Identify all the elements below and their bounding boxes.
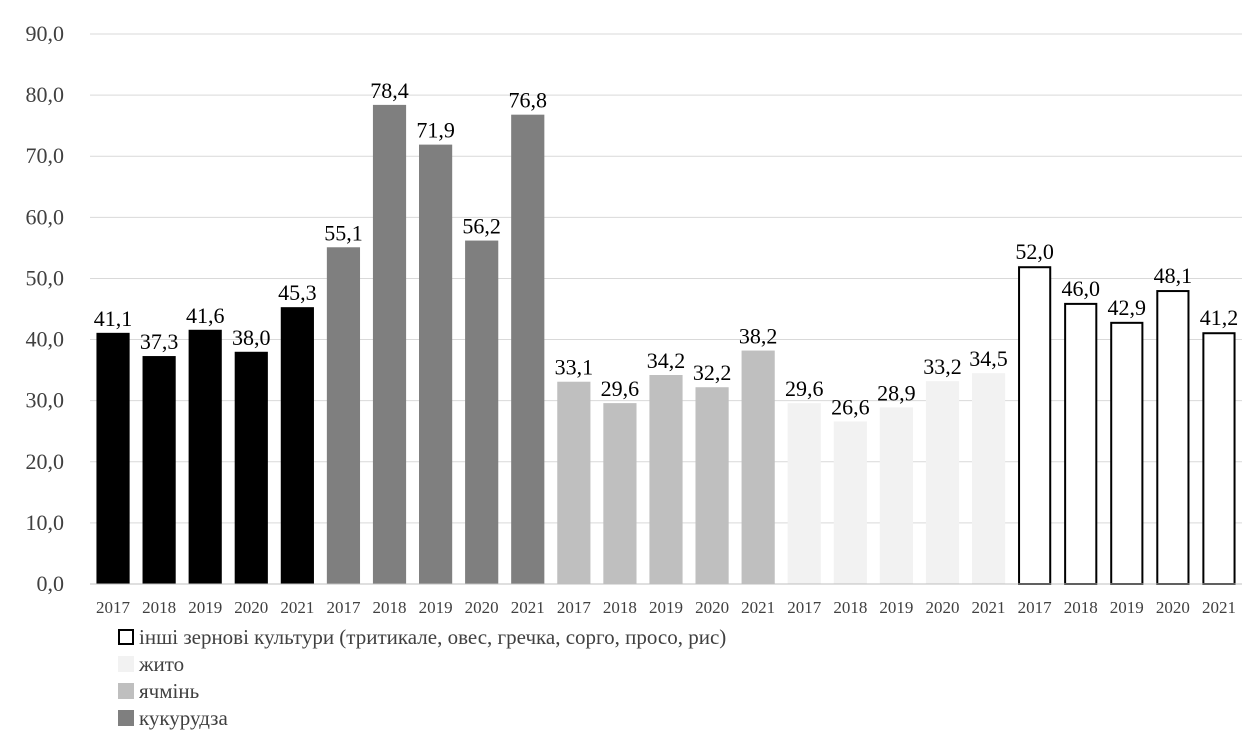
- data-label: 33,2: [923, 354, 962, 379]
- data-label: 76,8: [509, 88, 548, 113]
- bar: [741, 350, 775, 584]
- x-tick-label: 2019: [879, 598, 913, 617]
- bar: [1110, 321, 1144, 585]
- data-label: 78,4: [370, 78, 409, 103]
- bar: [511, 114, 545, 585]
- x-tick-label: 2020: [234, 598, 268, 617]
- data-label: 33,1: [555, 355, 594, 380]
- x-tick-label: 2018: [373, 598, 407, 617]
- bar: [234, 351, 268, 584]
- data-label: 26,6: [831, 394, 870, 419]
- bar: [557, 381, 591, 584]
- legend-swatch: [118, 656, 134, 672]
- x-tick-label: 2019: [419, 598, 453, 617]
- x-tick-label: 2020: [695, 598, 729, 617]
- x-tick-label: 2021: [972, 598, 1006, 617]
- legend: інші зернові культури (тритикале, овес, …: [118, 625, 726, 730]
- data-label: 71,9: [416, 118, 455, 143]
- y-tick-label: 40,0: [26, 327, 65, 352]
- data-label: 48,1: [1154, 263, 1193, 288]
- legend-label: ячмінь: [139, 679, 199, 703]
- bar: [971, 373, 1006, 584]
- legend-label: кукурудза: [139, 706, 228, 730]
- x-tick-label: 2017: [787, 598, 822, 617]
- data-label: 37,3: [140, 329, 179, 354]
- bar-layer: [96, 104, 1236, 585]
- x-tick-label: 2019: [649, 598, 683, 617]
- x-tick-label: 2018: [1064, 598, 1098, 617]
- data-label: 46,0: [1061, 276, 1100, 301]
- data-label: 38,2: [739, 324, 778, 349]
- data-label: 41,2: [1200, 305, 1239, 330]
- x-tick-label: 2021: [511, 598, 545, 617]
- bar: [649, 375, 683, 584]
- data-label: 29,6: [785, 376, 824, 401]
- y-tick-label: 50,0: [26, 265, 65, 290]
- x-tick-label: 2019: [188, 598, 222, 617]
- legend-label: інші зернові культури (тритикале, овес, …: [139, 625, 726, 649]
- bar: [1018, 266, 1052, 585]
- legend-swatch: [118, 710, 134, 726]
- x-tick-label: 2021: [1202, 598, 1236, 617]
- bar: [142, 356, 176, 584]
- data-label: 56,2: [462, 214, 501, 239]
- bar: [1064, 302, 1098, 585]
- y-tick-label: 60,0: [26, 204, 65, 229]
- x-tick-label: 2018: [142, 598, 176, 617]
- x-tick-label: 2020: [1156, 598, 1190, 617]
- legend-label: жито: [138, 652, 184, 676]
- bar: [787, 403, 821, 584]
- axis-layer: 0,0 10,0 20,0 30,0 40,0 50,0 60,0 70,0 80,0 90,0 2…: [26, 21, 1242, 617]
- legend-swatch: [118, 683, 134, 699]
- data-label: 41,6: [186, 303, 225, 328]
- bar: [465, 240, 499, 585]
- x-tick-label: 2019: [1110, 598, 1144, 617]
- x-tick-label: 2018: [603, 598, 637, 617]
- bar: [280, 307, 314, 584]
- data-label-layer: 41,1 37,3 41,6 38,0 45,3 55,1 78,4 71,9 56,2 76,8…: [94, 78, 1238, 420]
- x-tick-label: 2017: [1018, 598, 1053, 617]
- x-tick-label: 2018: [833, 598, 867, 617]
- bar: [326, 247, 361, 584]
- bar: [96, 332, 130, 584]
- data-label: 42,9: [1108, 295, 1147, 320]
- data-label: 32,2: [693, 360, 732, 385]
- data-label: 55,1: [324, 220, 363, 245]
- legend-swatch: [118, 629, 134, 645]
- bar: [879, 407, 913, 584]
- x-tick-label: 2017: [326, 598, 361, 617]
- x-tick-label: 2021: [741, 598, 775, 617]
- bar: [372, 104, 407, 584]
- y-tick-label: 70,0: [26, 143, 65, 168]
- data-label: 41,1: [94, 306, 133, 331]
- bar: [1202, 332, 1236, 585]
- data-label: 34,2: [647, 348, 686, 373]
- x-tick-label: 2021: [280, 598, 314, 617]
- data-label: 38,0: [232, 325, 271, 350]
- data-label: 45,3: [278, 280, 317, 305]
- data-label: 28,9: [877, 380, 916, 405]
- bar: [925, 381, 960, 584]
- y-tick-label: 0,0: [37, 571, 65, 596]
- bar: [695, 387, 729, 584]
- data-label: 52,0: [1015, 239, 1054, 264]
- bar: [188, 329, 222, 584]
- data-label: 29,6: [601, 376, 640, 401]
- y-tick-label: 30,0: [26, 388, 65, 413]
- x-tick-label: 2017: [557, 598, 592, 617]
- bar: [603, 403, 637, 584]
- bar: [1156, 290, 1190, 585]
- data-label: 34,5: [969, 346, 1008, 371]
- x-tick-label: 2020: [465, 598, 499, 617]
- x-tick-label: 2020: [925, 598, 959, 617]
- y-tick-label: 20,0: [26, 449, 65, 474]
- x-tick-label: 2017: [96, 598, 131, 617]
- y-tick-label: 10,0: [26, 510, 65, 535]
- y-tick-label: 80,0: [26, 82, 65, 107]
- bar: [833, 421, 867, 584]
- y-tick-label: 90,0: [26, 21, 65, 46]
- bar: [419, 144, 453, 584]
